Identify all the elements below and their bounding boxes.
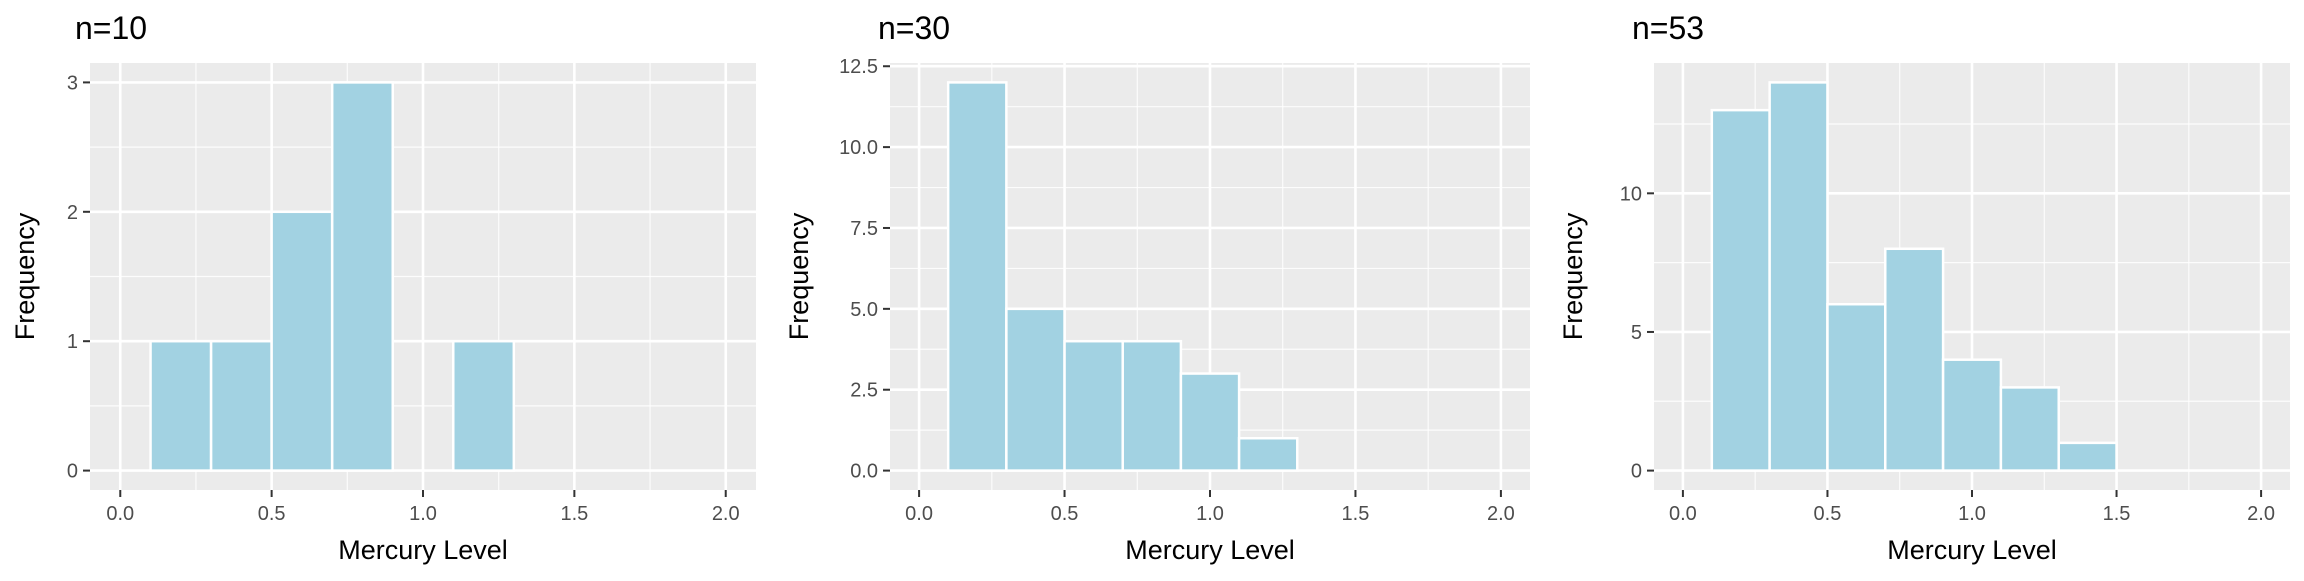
y-tick-label: 12.5 bbox=[839, 56, 878, 78]
y-axis-title: Frequency bbox=[1558, 212, 1588, 340]
x-axis-title: Mercury Level bbox=[1125, 535, 1295, 565]
y-tick-label: 1 bbox=[67, 331, 78, 353]
y-tick-label: 2.5 bbox=[850, 380, 878, 402]
histogram-bar bbox=[1941, 358, 2003, 472]
histogram-panel-2: 0.0 0.5 1.0 1.5 2.0 0.0 2.5 5.0 7.5 10.0 12.5n=30 M… bbox=[784, 10, 1530, 565]
y-tick-label: 2 bbox=[67, 202, 78, 224]
x-tick-label: 1.0 bbox=[1958, 503, 1986, 525]
x-tick-label: 2.0 bbox=[712, 503, 740, 525]
y-tick-label: 3 bbox=[67, 72, 78, 94]
x-tick-label: 2.0 bbox=[1487, 503, 1515, 525]
histogram-bar bbox=[1121, 339, 1183, 472]
histogram-bar bbox=[209, 339, 273, 472]
histogram-bar bbox=[149, 339, 213, 472]
x-tick-label: 0.5 bbox=[1051, 503, 1079, 525]
histogram-bar bbox=[1005, 307, 1066, 472]
y-tick-label: 10.0 bbox=[839, 137, 878, 159]
x-tick-label: 1.5 bbox=[560, 503, 588, 525]
histogram-bar bbox=[1063, 339, 1124, 472]
y-tick-label: 0 bbox=[67, 461, 78, 483]
histogram-bar bbox=[452, 339, 516, 472]
histogram-bar bbox=[1999, 386, 2060, 472]
x-tick-label: 1.0 bbox=[1196, 503, 1224, 525]
y-tick-label: 0 bbox=[1631, 461, 1642, 483]
x-tick-label: 0.0 bbox=[106, 503, 134, 525]
histogram-bar bbox=[1710, 108, 1771, 472]
x-tick-label: 0.0 bbox=[1669, 503, 1697, 525]
y-tick-label: 5 bbox=[1631, 322, 1642, 344]
histogram-bar bbox=[1179, 372, 1241, 472]
x-tick-label: 1.5 bbox=[1342, 503, 1370, 525]
histogram-bar bbox=[946, 81, 1008, 472]
y-tick-label: 7.5 bbox=[850, 218, 878, 240]
x-tick-label: 1.5 bbox=[2103, 503, 2131, 525]
histogram-bar bbox=[1884, 247, 1945, 472]
histogram-bar bbox=[1826, 302, 1887, 472]
x-tick-label: 0.5 bbox=[258, 503, 286, 525]
x-axis-title: Mercury Level bbox=[338, 535, 508, 565]
x-tick-label: 0.0 bbox=[905, 503, 933, 525]
panel-title: n=30 bbox=[878, 10, 950, 46]
histogram-bar bbox=[1237, 436, 1299, 472]
y-axis-title: Frequency bbox=[784, 212, 814, 340]
y-tick-label: 0.0 bbox=[850, 461, 878, 483]
histogram-panel-3: 0.0 0.5 1.0 1.5 2.0 0 5 10 n=53 Mercury Level Freq… bbox=[1558, 10, 2290, 565]
x-tick-label: 2.0 bbox=[2247, 503, 2275, 525]
histogram-bar bbox=[2057, 441, 2118, 472]
histogram-panel-1: 0.0 0.5 1.0 1.5 2.0 0 1 2 3 n=10 Mercury Level Freq… bbox=[10, 10, 756, 565]
x-tick-label: 0.5 bbox=[1814, 503, 1842, 525]
x-axis-title: Mercury Level bbox=[1887, 535, 2057, 565]
panel-title: n=10 bbox=[75, 10, 147, 46]
y-tick-label: 10 bbox=[1620, 183, 1642, 205]
histogram-bar bbox=[330, 81, 394, 472]
histogram-bar bbox=[270, 210, 334, 472]
y-tick-label: 5.0 bbox=[850, 299, 878, 321]
histogram-bar bbox=[1768, 81, 1829, 472]
panel-title: n=53 bbox=[1632, 10, 1704, 46]
y-axis-title: Frequency bbox=[10, 212, 40, 340]
x-tick-label: 1.0 bbox=[409, 503, 437, 525]
